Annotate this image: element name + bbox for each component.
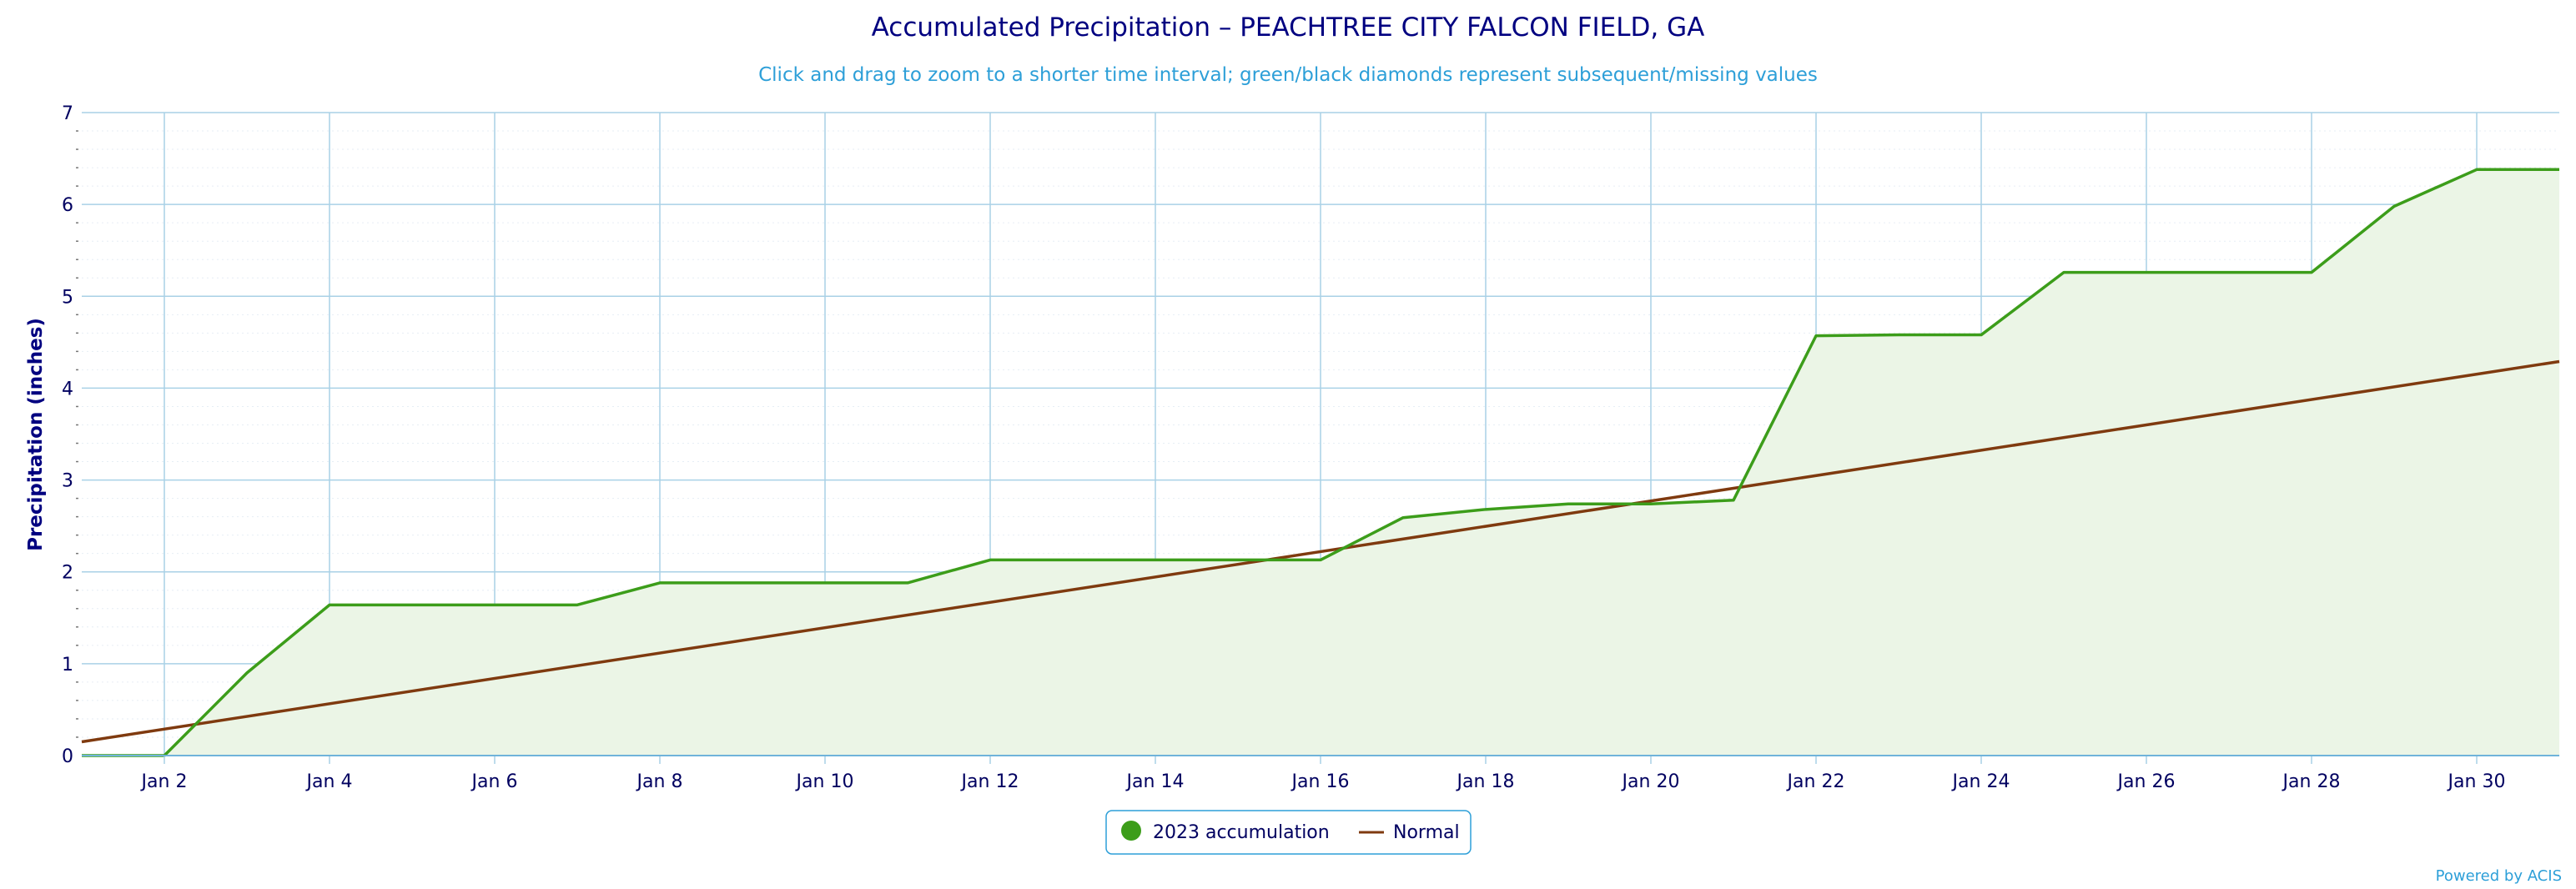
- accumulation-point[interactable]: [2387, 199, 2401, 213]
- x-tick-label: Jan 16: [1291, 771, 1350, 792]
- accumulation-point[interactable]: [1149, 553, 1162, 566]
- accumulation-point[interactable]: [488, 598, 501, 611]
- x-tick-label: Jan 12: [960, 771, 1019, 792]
- accumulation-point[interactable]: [2140, 266, 2153, 279]
- legend-item-accumulation[interactable]: 2023 accumulation: [1121, 821, 1330, 843]
- x-tick-label: Jan 4: [305, 771, 353, 792]
- accumulation-point[interactable]: [323, 598, 336, 611]
- x-tick-label: Jan 26: [2116, 771, 2176, 792]
- chart-subtitle: Click and drag to zoom to a shorter time…: [758, 64, 1818, 86]
- x-tick-label: Jan 10: [795, 771, 854, 792]
- accumulation-point[interactable]: [405, 598, 419, 611]
- legend-accumulation-label: 2023 accumulation: [1153, 822, 1330, 843]
- y-tick-label: 3: [62, 471, 73, 492]
- accumulation-point[interactable]: [1644, 497, 1658, 510]
- x-tick-label: Jan 20: [1621, 771, 1680, 792]
- legend-item-normal[interactable]: Normal: [1359, 822, 1460, 843]
- y-tick-label: 1: [62, 655, 73, 676]
- y-axis: 0 1 2 3 4 5 6 7: [62, 103, 78, 767]
- accumulation-point[interactable]: [1479, 503, 1492, 516]
- accumulation-point[interactable]: [736, 576, 749, 590]
- plot-area[interactable]: [75, 112, 2566, 762]
- accumulation-point[interactable]: [2553, 163, 2566, 176]
- y-axis-label: Precipitation (inches): [25, 318, 47, 551]
- accumulation-point[interactable]: [2057, 266, 2070, 279]
- accumulation-point[interactable]: [1314, 553, 1327, 566]
- x-tick-label: Jan 30: [2447, 771, 2506, 792]
- accumulation-line: [82, 168, 2559, 757]
- legend-normal-label: Normal: [1393, 822, 1460, 843]
- accumulation-point[interactable]: [1562, 497, 1575, 510]
- accumulation-point[interactable]: [1809, 329, 1823, 343]
- legend-accumulation-marker: [1121, 821, 1141, 841]
- accumulation-point[interactable]: [571, 598, 584, 611]
- y-tick-label: 0: [62, 746, 73, 767]
- accumulation-point[interactable]: [901, 576, 914, 590]
- x-tick-label: Jan 2: [140, 771, 188, 792]
- y-tick-label: 7: [62, 103, 73, 124]
- legend-box: [1105, 810, 1472, 855]
- accumulation-point[interactable]: [984, 553, 997, 566]
- accumulation-point[interactable]: [1231, 553, 1245, 566]
- accumulation-point[interactable]: [2305, 266, 2318, 279]
- chart-title: Accumulated Precipitation – PEACHTREE CI…: [872, 13, 1705, 43]
- x-tick-label: Jan 18: [1456, 771, 1515, 792]
- y-tick-label: 4: [62, 379, 73, 399]
- x-tick-label: Jan 8: [636, 771, 683, 792]
- accumulation-point[interactable]: [1892, 329, 1905, 342]
- y-tick-label: 5: [62, 287, 73, 308]
- series-layer: [81, 163, 2566, 757]
- credit-link[interactable]: Powered by ACIS: [2436, 867, 2562, 885]
- legend[interactable]: 2023 accumulation Normal: [1105, 810, 1472, 855]
- x-tick-label: Jan 14: [1125, 771, 1185, 792]
- y-tick-label: 6: [62, 195, 73, 216]
- x-tick-label: Jan 22: [1786, 771, 1845, 792]
- accumulation-point[interactable]: [818, 576, 832, 590]
- accumulation-point[interactable]: [2222, 266, 2236, 279]
- accumulation-point[interactable]: [240, 666, 254, 680]
- accumulation-point[interactable]: [1066, 553, 1079, 566]
- accumulation-point[interactable]: [653, 576, 667, 590]
- accumulation-area: [82, 169, 2559, 756]
- x-axis: Jan 2 Jan 4 Jan 6 Jan 8 Jan 10 Jan 12 Jan 14 Ja…: [82, 755, 2559, 792]
- x-tick-label: Jan 28: [2282, 771, 2341, 792]
- accumulation-point[interactable]: [1727, 494, 1740, 507]
- x-tick-label: Jan 24: [1951, 771, 2010, 792]
- accumulation-point[interactable]: [1396, 511, 1410, 525]
- accumulation-point[interactable]: [1975, 329, 1988, 342]
- x-tick-label: Jan 6: [470, 771, 518, 792]
- normal-line: [81, 359, 2560, 744]
- y-tick-label: 2: [62, 563, 73, 584]
- accumulation-point[interactable]: [2470, 163, 2483, 176]
